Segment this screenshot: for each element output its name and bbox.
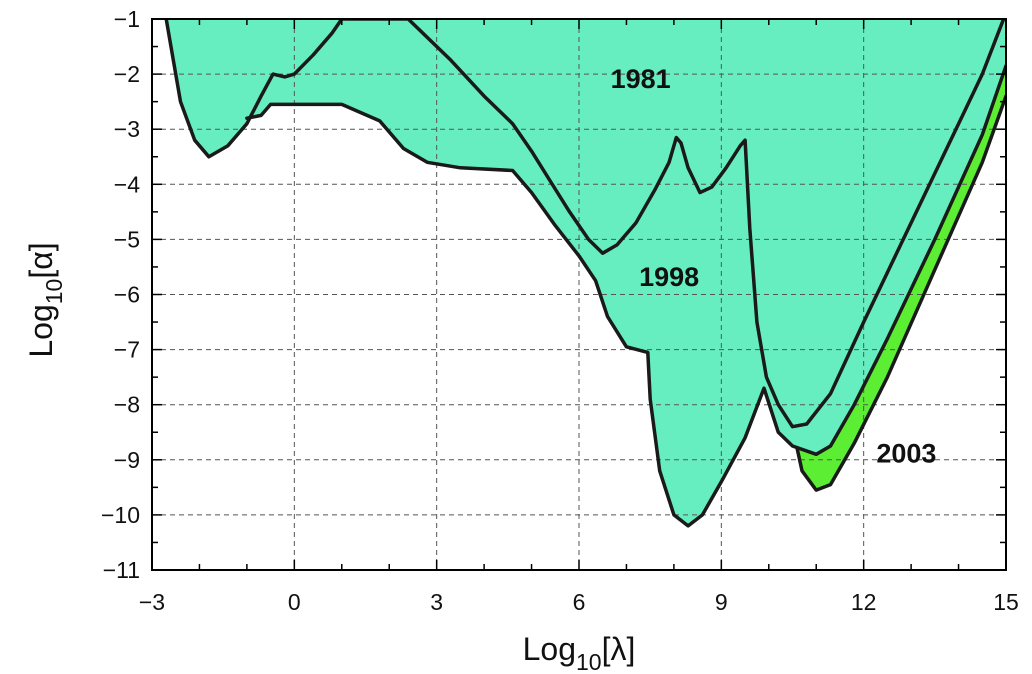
y-tick-label: −1 [114,6,140,32]
region-left-unexcluded-fill [152,19,273,570]
x-tick-label: 3 [430,589,443,615]
y-tick-label: −2 [114,61,140,87]
x-tick-label: −3 [139,589,165,615]
boundary-1998 [245,64,1006,528]
x-tick-label: 9 [715,589,728,615]
y-tick-label: −6 [114,282,140,308]
tick-marks [151,18,1007,571]
region-label-1998: 1998 [639,262,699,292]
y-tick-label: −7 [114,337,140,363]
region-boundaries [164,19,1006,528]
y-tick-label: −5 [114,226,140,252]
x-tick-label: 0 [288,589,301,615]
region-labels: 1981 1998 2003 [611,64,937,469]
region-label-1981: 1981 [611,64,671,94]
y-tick-label: −4 [114,171,140,197]
region-label-2003: 2003 [876,439,936,469]
x-tick-label: 12 [851,589,877,615]
x-tick-label: 6 [573,589,586,615]
y-tick-label: −3 [114,116,140,142]
boundary-1981 [164,19,1006,429]
x-tick-label: 15 [993,589,1019,615]
y-tick-label: −9 [114,447,140,473]
grid-lines [152,19,1006,570]
region-unexcluded-fill [152,96,1006,570]
plot-area [151,18,1007,571]
tick-labels: −3 0 3 6 9 12 15 −1 −2 −3 −4 −5 −6 −7 −8 −9 −10 −11 [101,6,1019,615]
y-tick-label: −10 [101,502,140,528]
y-axis-title: Log10[α] [23,242,67,357]
boundary-2003 [795,94,1006,492]
y-tick-label: −8 [114,392,140,418]
x-axis-title: Log10[λ] [523,631,636,674]
y-tick-label: −11 [103,557,140,583]
